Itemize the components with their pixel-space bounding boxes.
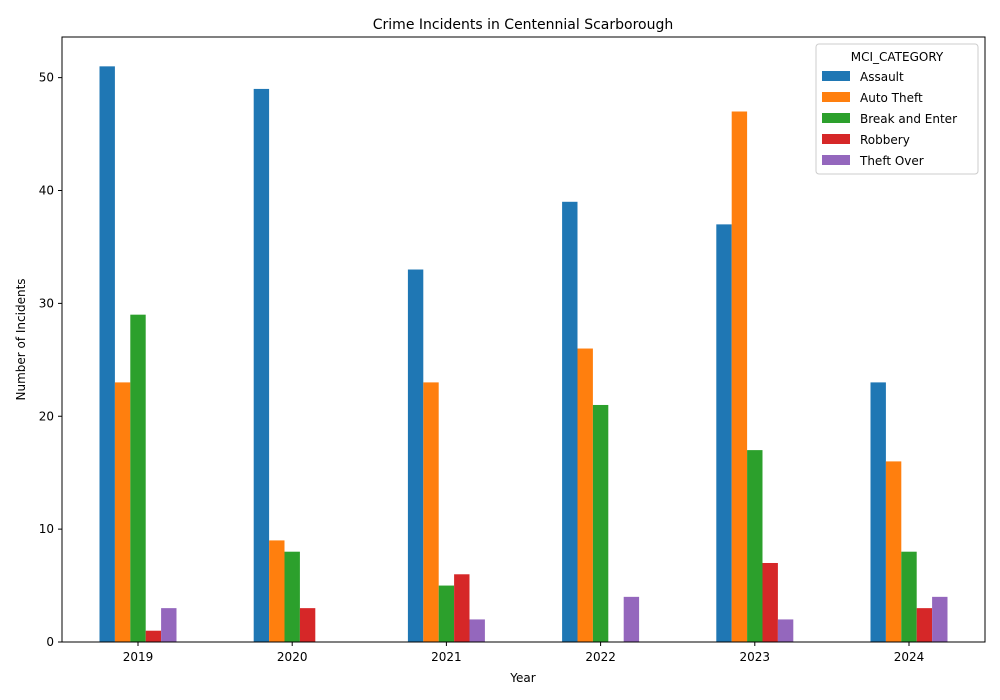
legend-swatch-auto-theft — [822, 92, 850, 102]
bar-break-and-enter-2022 — [592, 404, 609, 642]
bar-theft-over-2019 — [161, 608, 177, 642]
y-tick-label: 30 — [39, 296, 54, 310]
legend-label-break-and-enter: Break and Enter — [860, 112, 957, 126]
bar-break-and-enter-2021 — [438, 585, 455, 642]
plot-frame — [61, 36, 986, 643]
bar-robbery-2021 — [454, 574, 470, 642]
bar-assault-2022 — [562, 201, 578, 643]
x-tick-label: 2023 — [740, 650, 771, 664]
legend-box — [815, 43, 979, 175]
x-tick-label: 2022 — [585, 650, 616, 664]
bar-robbery-2024 — [916, 608, 933, 642]
y-tick-label: 20 — [39, 409, 54, 423]
x-tick-label: 2021 — [431, 650, 462, 664]
legend-items: Assault Auto Theft Break and Enter Robbery T… — [822, 70, 957, 168]
bar-break-and-enter-2023 — [747, 450, 763, 642]
legend-label-theft-over: Theft Over — [859, 154, 924, 168]
x-tick-label: 2024 — [894, 650, 925, 664]
bar-theft-over-2022 — [623, 596, 640, 642]
x-tick-label: 2020 — [277, 650, 308, 664]
bar-auto-theft-2019 — [114, 382, 131, 642]
bar-break-and-enter-2024 — [901, 551, 917, 642]
legend-swatch-assault — [822, 71, 850, 81]
bar-assault-2024 — [870, 382, 886, 642]
chart-title: Crime Incidents in Centennial Scarboroug… — [373, 17, 673, 33]
bars-layer — [99, 66, 948, 643]
bar-break-and-enter-2019 — [130, 314, 146, 642]
bar-assault-2023 — [716, 224, 732, 642]
bar-theft-over-2021 — [469, 619, 485, 642]
legend-label-auto-theft: Auto Theft — [860, 91, 923, 105]
bar-assault-2020 — [253, 88, 270, 643]
bar-auto-theft-2022 — [577, 348, 593, 642]
bar-assault-2021 — [407, 269, 424, 642]
x-tick-label: 2019 — [123, 650, 154, 664]
legend-swatch-robbery — [822, 134, 850, 144]
bar-auto-theft-2023 — [731, 111, 748, 642]
y-axis-label: Number of Incidents — [14, 278, 28, 400]
x-axis-label: Year — [509, 671, 535, 685]
y-tick-label: 0 — [46, 635, 54, 649]
ticks-layer: 2019 2020 2021 2022 2023 2024 0 10 20 30 40 50 — [39, 71, 925, 664]
bar-auto-theft-2020 — [269, 540, 285, 642]
legend-label-assault: Assault — [860, 70, 904, 84]
bar-theft-over-2023 — [777, 619, 794, 642]
y-tick-label: 50 — [39, 71, 54, 85]
legend-swatch-theft-over — [822, 155, 850, 165]
bar-break-and-enter-2020 — [284, 551, 300, 642]
bar-auto-theft-2021 — [423, 382, 439, 642]
legend: MCI_CATEGORY Assault Auto Theft Break and … — [815, 43, 979, 175]
bar-assault-2019 — [99, 66, 115, 643]
bar-robbery-2023 — [762, 562, 778, 642]
legend-swatch-break-and-enter — [822, 113, 850, 123]
legend-label-robbery: Robbery — [860, 133, 910, 147]
bar-robbery-2020 — [299, 608, 316, 642]
bar-robbery-2019 — [145, 630, 162, 642]
bar-auto-theft-2024 — [885, 461, 902, 642]
bar-theft-over-2024 — [932, 596, 948, 642]
y-tick-label: 10 — [39, 522, 54, 536]
legend-title: MCI_CATEGORY — [851, 50, 944, 64]
y-tick-label: 40 — [39, 184, 54, 198]
